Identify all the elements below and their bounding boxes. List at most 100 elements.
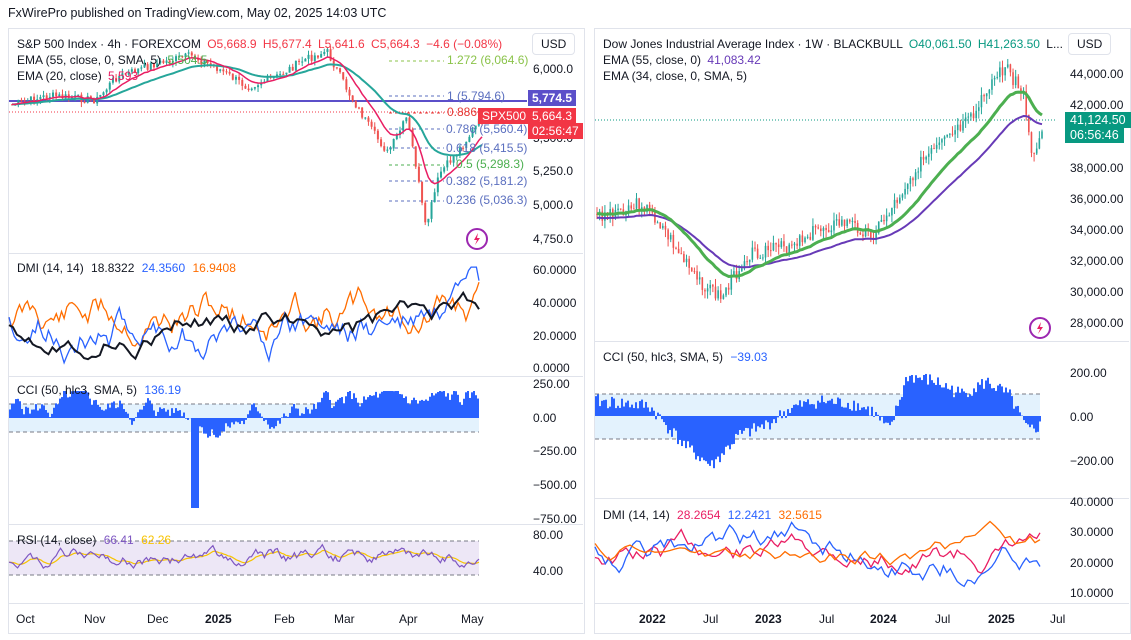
- dmi-plus-line: [594, 521, 1041, 588]
- left-cci-pane[interactable]: [9, 377, 527, 522]
- right-ema34-legend[interactable]: EMA (34, close, 0, SMA, 5): [603, 69, 747, 83]
- price-candle: [430, 202, 433, 219]
- cci-bar: [181, 416, 183, 418]
- price-candle: [1006, 64, 1009, 68]
- cci-bar: [397, 391, 399, 418]
- left-currency-button[interactable]: USD: [532, 33, 576, 55]
- price-candle: [762, 257, 764, 259]
- cci-bar: [273, 418, 275, 429]
- right-pane-divider[interactable]: [594, 341, 1129, 342]
- left-xaxis-label: Oct: [16, 612, 35, 626]
- right-dmi-legend[interactable]: DMI (14, 14) 28.2654 12.2421 32.5615: [603, 508, 822, 522]
- left-pane-divider[interactable]: [8, 376, 583, 377]
- left-rsi-legend[interactable]: RSI (14, close) 66.41 62.26: [17, 533, 171, 547]
- price-candle: [439, 171, 442, 178]
- cci-bar: [411, 400, 413, 418]
- cci-bar: [341, 397, 343, 418]
- left-ema55-legend[interactable]: EMA (55, close, 0, SMA, 5) 5,504.5: [17, 53, 207, 67]
- price-candle: [899, 197, 901, 203]
- price-candle: [870, 229, 872, 238]
- cci-bar: [963, 391, 965, 416]
- cci-bar: [125, 411, 127, 418]
- price-candle: [424, 202, 427, 223]
- price-candle: [667, 229, 669, 240]
- cci-bar: [1011, 396, 1013, 416]
- price-candle: [181, 56, 184, 58]
- price-candle: [943, 136, 946, 140]
- right-price-pane[interactable]: [595, 29, 1055, 341]
- price-candle: [688, 258, 690, 268]
- cci-bar: [987, 377, 989, 416]
- right-currency-button[interactable]: USD: [1068, 33, 1112, 55]
- left-dmi-pane[interactable]: [8, 254, 527, 374]
- tradingview-logo-icon[interactable]: [466, 228, 488, 250]
- price-candle: [970, 113, 972, 117]
- price-candle: [877, 221, 880, 234]
- cci-bar: [655, 416, 657, 420]
- cci-bar: [861, 407, 863, 416]
- ema20-line: [12, 56, 483, 185]
- right-xaxis-divider: [594, 603, 1129, 604]
- dmi-minus-line: [8, 281, 480, 348]
- cci-bar: [467, 391, 469, 418]
- cci-bar: [213, 418, 215, 435]
- left-dmi-tick: 0.0000: [533, 361, 570, 375]
- cci-bar: [615, 408, 617, 416]
- cci-bar: [1007, 392, 1009, 416]
- cci-bar: [379, 393, 381, 418]
- price-candle: [756, 248, 759, 259]
- cci-bar: [775, 416, 777, 424]
- cci-bar: [421, 399, 423, 418]
- left-pane-divider[interactable]: [8, 524, 583, 525]
- cci-bar: [791, 407, 793, 416]
- price-candle: [627, 205, 630, 212]
- left-pane-divider[interactable]: [8, 253, 583, 254]
- cci-bar: [461, 404, 463, 418]
- left-cci-legend[interactable]: CCI (50, hlc3, SMA, 5) 136.19: [17, 383, 181, 397]
- right-cci-pane[interactable]: [595, 342, 1055, 497]
- price-candle: [954, 130, 956, 135]
- right-ema55-legend[interactable]: EMA (55, close, 0) 41,083.42: [603, 53, 761, 67]
- right-cci-tick: 0.00: [1070, 410, 1094, 424]
- left-high: H5,677.4: [262, 37, 312, 51]
- cci-bar: [169, 415, 171, 418]
- cci-bar: [165, 411, 167, 418]
- price-candle: [23, 100, 26, 102]
- cci-bar: [915, 375, 917, 416]
- left-price-pane[interactable]: [9, 29, 527, 251]
- right-cci-label: CCI (50, hlc3, SMA, 5): [603, 350, 724, 364]
- left-ema55-label: EMA (55, close, 0, SMA, 5): [17, 53, 162, 67]
- right-cci-legend[interactable]: CCI (50, hlc3, SMA, 5) −39.03: [603, 350, 767, 364]
- cci-bar: [907, 381, 909, 416]
- left-dmi-legend[interactable]: DMI (14, 14) 18.8322 24.3560 16.9408: [17, 261, 236, 275]
- cci-bar: [345, 396, 347, 418]
- cci-bar: [29, 413, 31, 418]
- right-high: H41,263.50: [977, 37, 1040, 51]
- right-pane-divider[interactable]: [594, 498, 1129, 499]
- left-xaxis-label: Apr: [399, 612, 418, 626]
- tradingview-logo-icon[interactable]: [1029, 317, 1051, 339]
- price-candle: [659, 222, 661, 229]
- price-candle: [835, 219, 838, 221]
- right-symbol-title: Dow Jones Industrial Average Index · 1W …: [603, 37, 1063, 51]
- price-candle: [788, 244, 791, 253]
- left-cci-label: CCI (50, hlc3, SMA, 5): [17, 383, 138, 397]
- right-dmi-pane[interactable]: [594, 499, 1055, 603]
- cci-bar: [315, 408, 317, 418]
- cci-bar: [193, 418, 195, 508]
- price-candle: [367, 117, 370, 122]
- price-candle: [124, 73, 127, 75]
- cci-bar: [459, 402, 461, 418]
- price-candle: [825, 227, 827, 231]
- left-chart-panel[interactable]: [8, 28, 585, 634]
- price-candle: [862, 234, 864, 237]
- price-candle: [115, 78, 118, 82]
- cci-bar: [633, 408, 635, 416]
- left-rsi-pane[interactable]: [8, 525, 527, 600]
- adx-line: [8, 290, 480, 361]
- left-ema20-legend[interactable]: EMA (20, close) 5,593: [17, 69, 138, 83]
- cci-bar: [755, 416, 757, 432]
- cci-bar: [23, 414, 25, 418]
- cci-bar: [867, 406, 869, 416]
- cci-bar: [59, 398, 61, 418]
